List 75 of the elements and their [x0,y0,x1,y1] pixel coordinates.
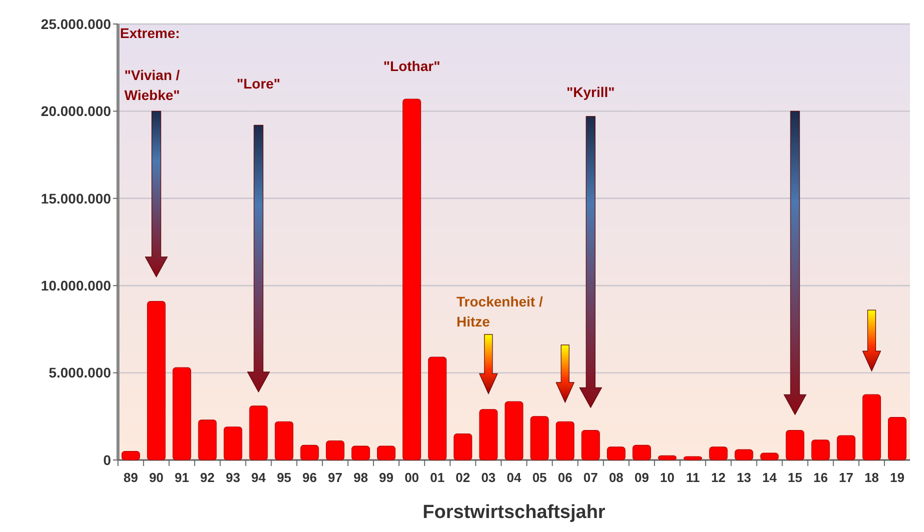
annotation: "Lore" [236,76,280,92]
x-tick-label: 92 [200,470,215,485]
bar [326,440,344,460]
x-tick-label: 96 [302,470,317,485]
y-tick-label: 15.000.000 [40,190,112,206]
bar [556,421,574,460]
x-tick-label: 13 [736,470,752,485]
bar [888,416,906,460]
bar [606,446,626,460]
x-tick-label: 95 [276,470,292,485]
bar [147,300,166,460]
x-tick-label: 12 [711,470,726,485]
x-tick-label: 97 [328,470,342,485]
x-tick-label: 94 [251,470,267,485]
bar [172,367,192,460]
bar [811,440,830,460]
x-tick-label: 17 [838,470,854,485]
annotation: "Vivian / Wiebke" [124,66,180,103]
bar [428,356,447,460]
annotation: "Kyrill" [566,84,615,100]
bar [658,455,677,460]
x-axis-title: Forstwirtschaftsjahr [422,502,606,523]
x-tick-label: 04 [506,470,522,485]
bar [351,446,370,460]
y-tick-label: 25.000.000 [40,16,112,32]
x-tick-label: 11 [686,470,700,485]
x-tick-label: 02 [456,470,470,485]
annotation: Trockenheit / Hitze [456,294,543,330]
x-tick-label: 90 [149,470,164,485]
x-tick-label: 01 [430,470,445,485]
x-tick-label: 18 [864,470,879,485]
x-tick-label: 15 [788,470,802,485]
bar [786,430,804,460]
x-tick-label: 93 [226,470,240,485]
bar [504,401,524,460]
x-tick-label: 10 [660,470,675,485]
x-tick-label: 14 [762,470,778,485]
x-tick-label: 91 [174,470,190,485]
annotation: "Lothar" [383,58,440,74]
bar [300,444,319,460]
bar [454,434,472,460]
bar [530,416,549,460]
x-tick-label: 07 [583,470,598,485]
bar [122,450,140,460]
bar [836,435,856,460]
x-tick-label: 98 [353,470,368,485]
bar [274,421,294,460]
x-tick-label: 08 [608,470,624,485]
bar [684,456,702,460]
x-tick-label: 09 [634,470,649,485]
bar [249,406,268,460]
bar [632,444,651,460]
bar [581,430,600,460]
bar [198,420,217,460]
x-tick-label: 00 [404,470,420,485]
y-tick-label: 20.000.000 [40,103,112,120]
bar [479,409,498,460]
bar [862,394,881,460]
bar [377,446,396,460]
y-tick-label: 0 [103,452,112,468]
bar [709,446,728,460]
bar [734,449,754,460]
x-tick-label: 19 [890,470,904,485]
annotation: Extreme: [120,24,180,41]
x-tick-label: 89 [124,470,138,485]
y-tick-label: 10.000.000 [40,278,112,294]
x-tick-label: 03 [481,470,496,485]
bar [402,98,422,460]
x-tick-label: 05 [532,470,547,485]
y-tick-label: 5.000.000 [48,364,112,381]
bar [760,452,779,460]
x-tick-label: 16 [813,470,828,485]
x-tick-label: 99 [379,470,394,485]
x-tick-label: 06 [558,470,572,485]
bar [224,426,242,460]
